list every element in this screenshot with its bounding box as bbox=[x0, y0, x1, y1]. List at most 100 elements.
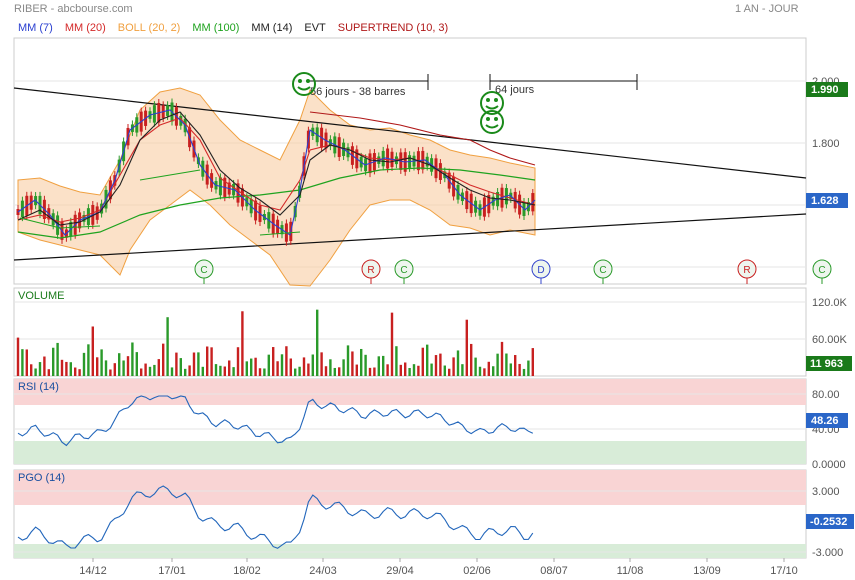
volume-bar bbox=[289, 358, 292, 376]
volume-bar bbox=[131, 342, 134, 376]
volume-bar bbox=[201, 366, 204, 376]
volume-bar bbox=[452, 357, 455, 376]
volume-bar bbox=[122, 360, 125, 376]
volume-bar bbox=[254, 357, 257, 376]
volume-bar bbox=[250, 358, 253, 376]
volume-bar bbox=[417, 365, 420, 376]
indicator-label[interactable]: MM (14) bbox=[251, 22, 293, 34]
indicator-label[interactable]: BOLL (20, 2) bbox=[117, 22, 181, 34]
volume-bar bbox=[483, 368, 486, 376]
volume-bar bbox=[294, 368, 297, 376]
rsi-badge bbox=[806, 413, 848, 428]
volume-bar bbox=[373, 367, 376, 376]
volume-bar bbox=[470, 343, 473, 376]
volume-tick-60k: 60.00K bbox=[812, 334, 848, 346]
volume-bar bbox=[16, 337, 20, 376]
projection-text: 64 jours bbox=[495, 84, 535, 96]
chart-title: RIBER - abcbourse.com bbox=[14, 3, 133, 15]
volume-bar bbox=[78, 369, 81, 376]
volume-bar bbox=[382, 355, 385, 376]
mm14-line bbox=[17, 111, 536, 226]
volume-bar bbox=[329, 359, 332, 376]
volume-bar bbox=[47, 369, 50, 376]
volume-bar bbox=[514, 355, 517, 376]
volume-bar bbox=[126, 356, 130, 376]
volume-bar bbox=[456, 350, 460, 376]
volume-bar bbox=[30, 364, 33, 376]
volume-bar bbox=[206, 346, 209, 376]
volume-bar bbox=[434, 355, 438, 376]
current-price-badge bbox=[806, 193, 848, 208]
date-axis: 14/12 17/01 18/02 24/03 29/04 02/06 08/07 11/08… bbox=[79, 558, 798, 577]
volume-badge bbox=[806, 356, 852, 371]
volume-bar bbox=[518, 363, 521, 376]
volume-bar bbox=[245, 361, 248, 376]
last-price-badge bbox=[806, 82, 848, 97]
volume-tick-120k: 120.0K bbox=[812, 297, 848, 309]
volume-bar bbox=[492, 366, 495, 376]
volume-bar bbox=[408, 368, 411, 376]
rsi-oversold-zone bbox=[14, 441, 806, 464]
rsi-overbought-zone bbox=[14, 379, 806, 405]
volume-bar bbox=[439, 353, 442, 376]
date-tick: 02/06 bbox=[463, 565, 491, 577]
indicator-legend: MM (7) MM (20) BOLL (20, 2) MM (100) MM (14)… bbox=[18, 22, 460, 34]
event-marker-label: C bbox=[400, 265, 407, 276]
volume-bar bbox=[311, 354, 314, 376]
volume-bar bbox=[465, 319, 468, 376]
indicator-label[interactable]: MM (7) bbox=[18, 22, 53, 34]
pgo-overbought-zone bbox=[14, 470, 806, 505]
volume-bar bbox=[228, 360, 231, 376]
pgo-line bbox=[17, 485, 534, 549]
volume-bar bbox=[236, 347, 240, 376]
volume-bar bbox=[104, 360, 108, 376]
volume-bar bbox=[404, 362, 407, 376]
volume-bar bbox=[386, 364, 389, 376]
volume-bar bbox=[65, 361, 68, 376]
rsi-value: 48.26 bbox=[811, 415, 839, 427]
volume-bar bbox=[25, 349, 28, 376]
volume-value: 11 963 bbox=[810, 358, 843, 370]
resistance-trendline bbox=[13, 87, 807, 179]
indicator-label[interactable]: SUPERTREND (10, 3) bbox=[337, 22, 449, 34]
volume-bar bbox=[170, 367, 174, 376]
volume-bar bbox=[338, 367, 341, 376]
volume-bar bbox=[430, 363, 433, 376]
volume-bar bbox=[346, 345, 350, 376]
volume-bar bbox=[214, 364, 218, 376]
volume-bar bbox=[175, 352, 178, 376]
volume-title: VOLUME bbox=[18, 290, 65, 302]
period-label: 1 AN - JOUR bbox=[735, 3, 799, 15]
indicator-label[interactable]: MM (20) bbox=[64, 22, 106, 34]
indicator-label[interactable]: EVT bbox=[304, 22, 326, 34]
volume-bar bbox=[307, 363, 310, 376]
volume-bar bbox=[192, 352, 196, 376]
date-tick: 13/09 bbox=[693, 565, 721, 577]
volume-bar bbox=[241, 311, 244, 376]
volume-bar bbox=[399, 364, 402, 376]
volume-bar bbox=[82, 352, 86, 376]
volume-bar bbox=[87, 344, 90, 376]
support-trendline bbox=[13, 213, 807, 261]
volume-bar bbox=[421, 347, 424, 376]
volume-bar bbox=[324, 366, 328, 376]
volume-bar bbox=[157, 359, 160, 376]
last-price-value: 1.990 bbox=[811, 84, 839, 96]
volume-bar bbox=[426, 344, 429, 376]
event-marker-label: R bbox=[743, 265, 750, 276]
indicator-label[interactable]: MM (100) bbox=[192, 22, 240, 34]
volume-bar bbox=[509, 363, 512, 376]
volume-bar bbox=[144, 363, 147, 376]
volume-bar bbox=[232, 367, 235, 376]
volume-bar bbox=[258, 368, 262, 376]
rsi-line bbox=[17, 395, 534, 447]
volume-bar bbox=[188, 365, 191, 376]
volume-bar bbox=[500, 341, 504, 376]
volume-bar bbox=[522, 368, 526, 376]
volume-bar bbox=[148, 366, 152, 376]
mm7-line bbox=[17, 109, 536, 236]
volume-bar bbox=[320, 352, 323, 376]
volume-bar bbox=[364, 354, 367, 376]
date-tick: 29/04 bbox=[386, 565, 414, 577]
